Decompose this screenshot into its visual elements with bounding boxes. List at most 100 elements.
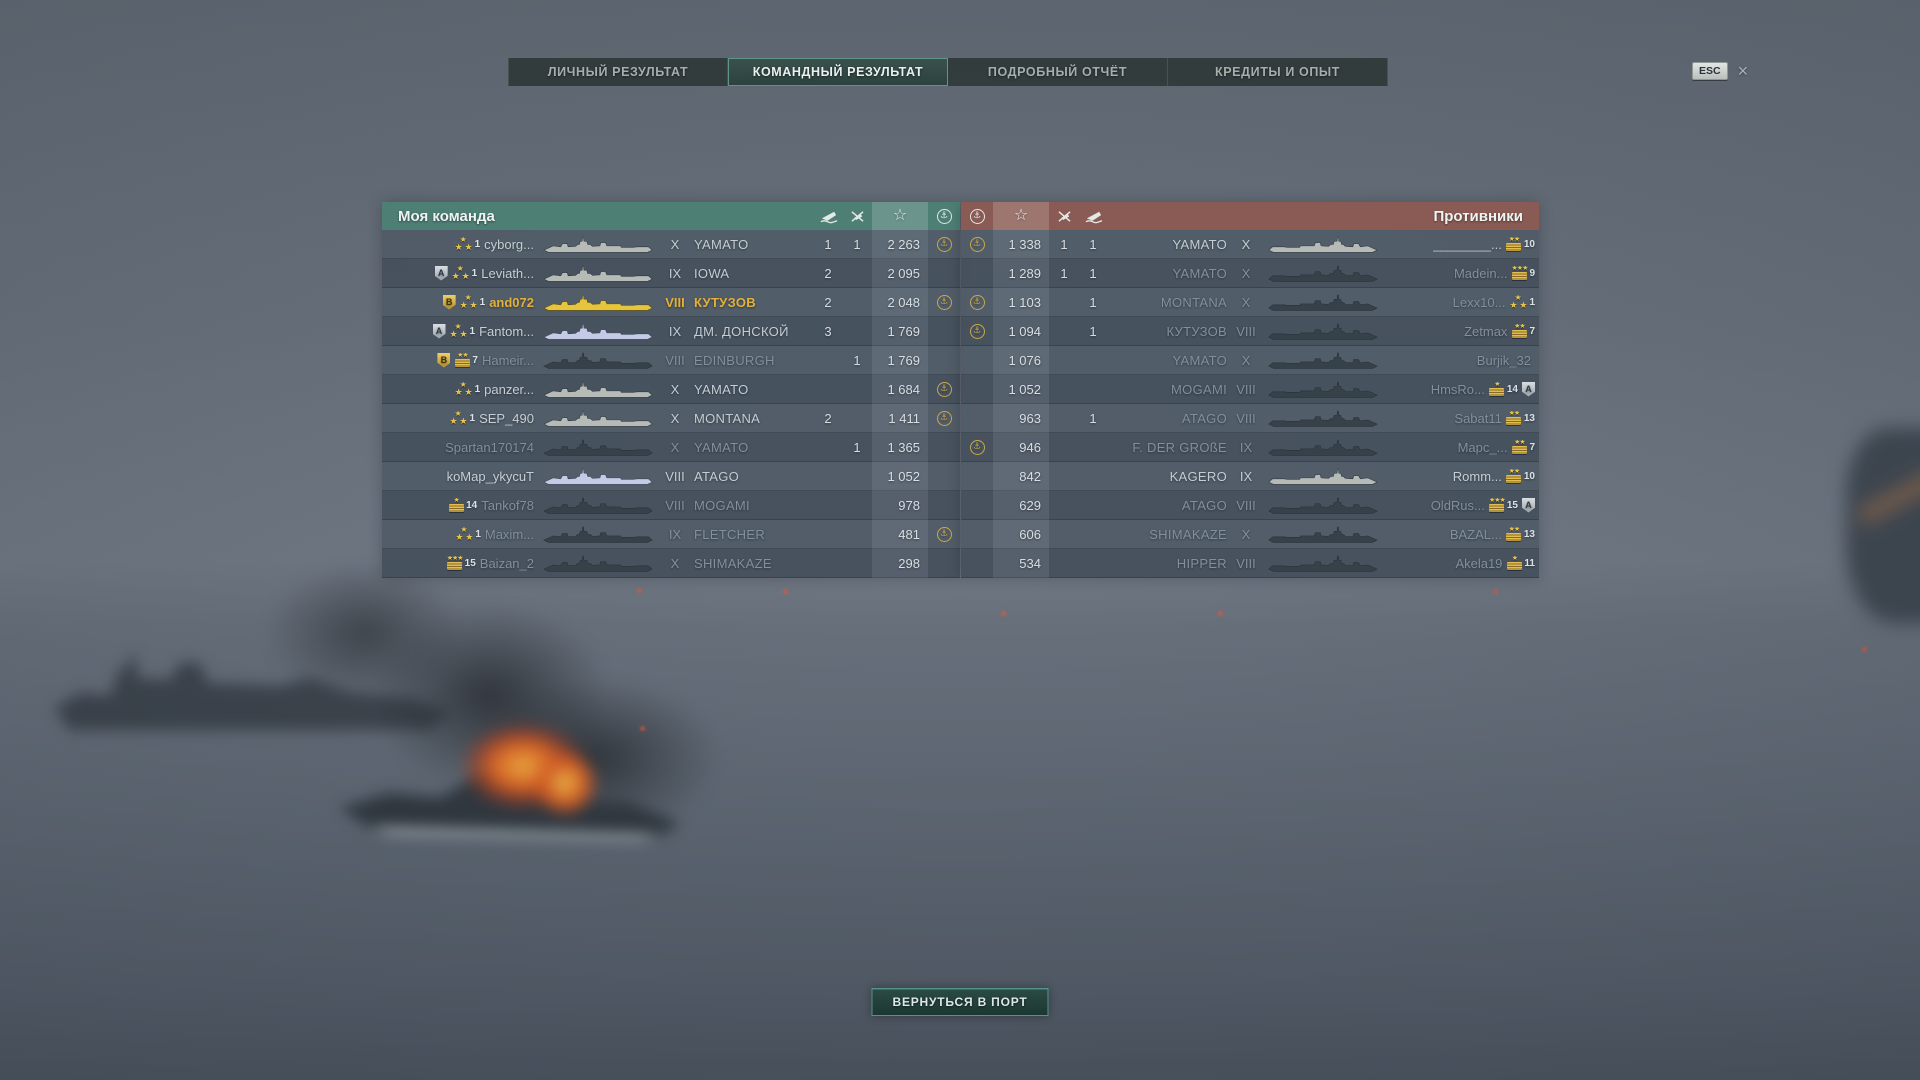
ship-silhouette: [538, 554, 658, 573]
experience-value: 842: [993, 461, 1049, 491]
player-row[interactable]: koMap_ykycuT VIII ATAGO 1 052 ⚓: [382, 461, 960, 491]
rank-badge-slot: ★★ 13: [1506, 527, 1535, 541]
player-identity: ★★ 10 Romm...: [1383, 469, 1539, 484]
karma-cell: ⚓: [961, 498, 993, 513]
player-name: HmsRo...: [1430, 381, 1485, 397]
player-row[interactable]: A ★ ★ ★ 1 Fantom... IX ДМ. ДОНСКОЙ 3 1 769 …: [382, 316, 960, 346]
esc-key-badge[interactable]: ESC: [1692, 62, 1728, 80]
rank-medal-badge: ★★★ 15: [1488, 497, 1518, 512]
player-row[interactable]: ★★ 7 Mapc_... IX F. DER GROßE 946 ⚓: [961, 432, 1539, 462]
ship-tier: X: [1241, 294, 1251, 310]
player-row[interactable]: ★★★15 Baizan_2 X SHIMAKAZE 298 ⚓: [382, 548, 960, 578]
ship-silhouette: [538, 438, 658, 457]
player-row[interactable]: ★★13 Sabat11 VIII ATAGO 1 963 ⚓: [961, 403, 1539, 433]
experience-value: 629: [993, 490, 1049, 520]
player-row[interactable]: A ★★★15 OldRus... VIII ATAGO 629 ⚓: [961, 490, 1539, 520]
player-row[interactable]: ★★ 10 ________... X YAMATO 1 1 1 338 ⚓: [961, 229, 1539, 259]
player-name: Tankof78: [481, 497, 534, 513]
experience-value: 2 048: [872, 287, 928, 317]
karma-cell: ⚓: [961, 527, 993, 542]
rank-badge-slot: ★ ★ ★ 1: [455, 382, 481, 397]
ship-sunk-icon: [1079, 202, 1107, 230]
player-row[interactable]: Burjik_32 X YAMATO 1 076 ⚓: [961, 345, 1539, 375]
player-row[interactable]: B ★★7 Hameir... VIII EDINBURGH 1 1 769 ⚓: [382, 345, 960, 375]
rank-stars-badge: ★ ★ ★ 1: [451, 265, 478, 281]
player-name: and072: [489, 294, 534, 310]
player-row[interactable]: ★★★9 Madein... X YAMATO 1 1 1 289 ⚓: [961, 258, 1539, 288]
ship-name: MONTANA: [694, 410, 761, 426]
ship-name: FLETCHER: [694, 526, 766, 542]
planes-destroyed: 1: [853, 352, 861, 368]
player-row[interactable]: ★ ★ ★ 1 panzer... X YAMATO 1 684 ⚓: [382, 374, 960, 404]
player-identity: ★ ★ ★ 1 panzer...: [382, 382, 538, 397]
return-to-port-button[interactable]: ВЕРНУТЬСЯ В ПОРТ: [871, 988, 1049, 1016]
experience-value: 1 103: [993, 287, 1049, 317]
ship-silhouette: [538, 525, 658, 544]
rank-medal-badge: ★★ 7: [1511, 440, 1535, 454]
experience-star-icon: ☆: [872, 202, 928, 230]
close-icon[interactable]: ×: [1737, 61, 1749, 81]
player-name: cyborg...: [484, 236, 534, 252]
team-title: Противники: [1433, 207, 1523, 225]
tab[interactable]: ЛИЧНЫЙ РЕЗУЛЬТАТ: [508, 58, 728, 86]
player-name: Leviath...: [481, 265, 534, 281]
ships-destroyed: 3: [824, 323, 832, 339]
ship-silhouette: [538, 322, 658, 341]
experience-value: 1 365: [872, 432, 928, 462]
ship-silhouette: [538, 351, 658, 370]
experience-value: 1 338: [993, 229, 1049, 259]
karma-cell: ⚓: [928, 353, 960, 368]
player-row[interactable]: ★★ 7 Zetmax VIII КУТУЗОВ 1 1 094 ⚓: [961, 316, 1539, 346]
player-row[interactable]: A ★★★1 Leviath... IX IOWA 2 2 095 ⚓: [382, 258, 960, 288]
experience-star-icon: ☆: [993, 202, 1049, 230]
blurred-enemy-ship: [1846, 428, 1920, 623]
rank-stars-badge: ★ ★ ★ 1: [454, 236, 481, 252]
rank-stars-badge: ★ ★ ★ 1: [459, 294, 486, 310]
player-row[interactable]: B ★ ★ ★ 1 and072 VIII КУТУЗОВ 2 2 048 ⚓: [382, 287, 960, 317]
ship-name: КУТУЗОВ: [1166, 323, 1227, 339]
ship-tier: VIII: [665, 468, 685, 484]
tracer-dot: [1001, 611, 1006, 616]
ship-silhouette: [538, 467, 658, 486]
player-row[interactable]: ★ ★ ★ 1 cyborg... X YAMATO 1 1 2 263 ⚓: [382, 229, 960, 259]
plane-destroyed-icon: [1049, 202, 1079, 230]
experience-value: 1 052: [993, 374, 1049, 404]
ship-silhouette: [538, 409, 658, 428]
player-row[interactable]: ★14 Tankof78 VIII MOGAMI 978 ⚓: [382, 490, 960, 520]
player-row[interactable]: ★★13 BAZAL... X SHIMAKAZE 606 ⚓: [961, 519, 1539, 549]
rank-badge-slot: ★ 14: [448, 498, 477, 512]
player-row[interactable]: Spartan170174 X YAMATO 1 1 365 ⚓: [382, 432, 960, 462]
rank-badge-slot: ★★ 7: [1511, 324, 1535, 338]
karma-icon: ⚓: [936, 294, 952, 310]
player-identity: A ★ ★ ★ 1 Fantom...: [382, 323, 538, 339]
experience-value: 2 095: [872, 258, 928, 288]
karma-cell: ⚓: [961, 469, 993, 484]
tracer-dot: [783, 589, 788, 594]
player-name: Burjik_32: [1476, 352, 1531, 368]
player-row[interactable]: ★11 Akela19 VIII HIPPER 534 ⚓: [961, 548, 1539, 578]
ship-tier: IX: [1239, 439, 1253, 455]
player-name: SEP_490: [479, 410, 534, 426]
ship-name: F. DER GROßE: [1132, 439, 1227, 455]
player-identity: ★ 11 Akela19: [1383, 556, 1539, 571]
player-row[interactable]: ★ ★ ★ 1 Lexx10... X MONTANA 1 1 103 ⚓: [961, 287, 1539, 317]
ship-name: MOGAMI: [694, 497, 750, 513]
player-row[interactable]: ★ ★ ★ 1 Maxim... IX FLETCHER 481 ⚓: [382, 519, 960, 549]
player-row[interactable]: ★★10 Romm... IX KAGERO 842 ⚓: [961, 461, 1539, 491]
rank-badge-slot: ★★ 10: [1506, 469, 1535, 483]
tracer-dot: [1862, 647, 1867, 652]
ship-name: ATAGO: [694, 468, 740, 484]
tab[interactable]: ПОДРОБНЫЙ ОТЧЁТ: [948, 58, 1168, 86]
player-row[interactable]: ★ ★ ★ 1 SEP_490 X MONTANA 2 1 411 ⚓: [382, 403, 960, 433]
karma-cell: ⚓: [928, 526, 960, 542]
player-name: BAZAL...: [1449, 526, 1502, 542]
tab[interactable]: КОМАНДНЫЙ РЕЗУЛЬТАТ: [728, 58, 948, 86]
rank-badge-slot: ★ ★ ★ 1: [460, 295, 486, 310]
ship-tier: VIII: [1236, 410, 1256, 426]
karma-cell: ⚓: [928, 236, 960, 252]
tab-label: КОМАНДНЫЙ РЕЗУЛЬТАТ: [752, 65, 924, 79]
ship-silhouette: [1263, 409, 1383, 428]
tab[interactable]: КРЕДИТЫ И ОПЫТ: [1168, 58, 1388, 86]
player-identity: ★ ★ ★ 1 Lexx10...: [1383, 295, 1539, 310]
player-row[interactable]: A ★14 HmsRo... VIII MOGAMI 1 052 ⚓: [961, 374, 1539, 404]
